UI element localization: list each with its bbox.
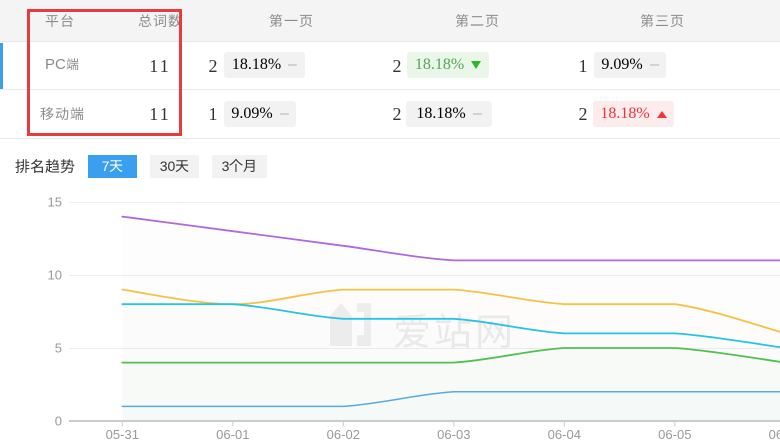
- svg-text:06-06: 06-06: [769, 427, 780, 442]
- svg-text:5: 5: [55, 341, 62, 356]
- svg-text:06-02: 06-02: [327, 427, 360, 442]
- svg-text:15: 15: [48, 195, 62, 210]
- svg-text:10: 10: [48, 268, 62, 283]
- svg-text:06-05: 06-05: [658, 427, 691, 442]
- svg-text:06-04: 06-04: [548, 427, 581, 442]
- svg-text:06-01: 06-01: [216, 427, 249, 442]
- svg-text:05-31: 05-31: [106, 427, 139, 442]
- svg-text:06-03: 06-03: [437, 427, 470, 442]
- svg-text:0: 0: [55, 414, 62, 429]
